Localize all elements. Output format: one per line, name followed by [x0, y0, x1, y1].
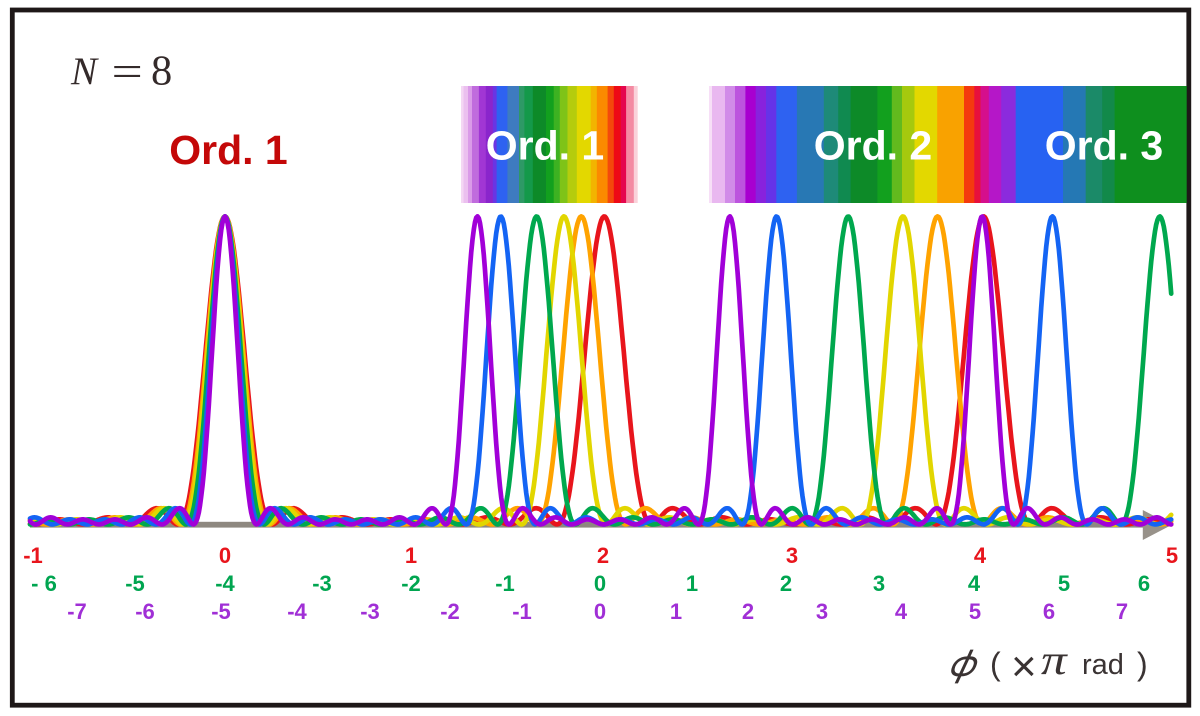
svg-text:(: ( — [990, 646, 1001, 682]
svg-text:5: 5 — [1166, 543, 1178, 568]
svg-text:-4: -4 — [287, 599, 307, 624]
svg-text:π: π — [1041, 637, 1068, 684]
svg-text:6: 6 — [1138, 571, 1150, 596]
svg-text:Ord. 2: Ord. 2 — [814, 123, 932, 169]
svg-text:0: 0 — [594, 599, 606, 624]
svg-text:1: 1 — [405, 543, 417, 568]
svg-text:0: 0 — [219, 543, 231, 568]
svg-text:2: 2 — [780, 571, 792, 596]
svg-text:- 6: - 6 — [31, 571, 57, 596]
svg-text:): ) — [1137, 646, 1148, 682]
svg-text:-4: -4 — [215, 571, 235, 596]
svg-text:𝜙: 𝜙 — [949, 644, 978, 685]
svg-text:1: 1 — [686, 571, 698, 596]
svg-text:N: N — [70, 50, 99, 93]
svg-text:-3: -3 — [312, 571, 332, 596]
svg-text:-1: -1 — [495, 571, 515, 596]
svg-text:-3: -3 — [360, 599, 380, 624]
svg-text:3: 3 — [816, 599, 828, 624]
svg-text:=: = — [112, 48, 143, 96]
svg-text:5: 5 — [969, 599, 981, 624]
svg-text:Ord. 3: Ord. 3 — [1045, 123, 1163, 169]
svg-text:-5: -5 — [211, 599, 231, 624]
svg-text:Ord. 1: Ord. 1 — [169, 127, 287, 173]
svg-text:2: 2 — [597, 543, 609, 568]
svg-text:-6: -6 — [135, 599, 155, 624]
svg-text:×: × — [1011, 642, 1037, 691]
svg-text:8: 8 — [151, 48, 172, 95]
svg-text:-7: -7 — [67, 599, 87, 624]
svg-text:4: 4 — [968, 571, 981, 596]
svg-text:0: 0 — [594, 571, 606, 596]
svg-text:3: 3 — [873, 571, 885, 596]
svg-text:4: 4 — [974, 543, 987, 568]
svg-text:2: 2 — [742, 599, 754, 624]
svg-text:-1: -1 — [23, 543, 43, 568]
svg-text:-1: -1 — [512, 599, 532, 624]
svg-text:5: 5 — [1058, 571, 1070, 596]
svg-text:3: 3 — [786, 543, 798, 568]
svg-text:-2: -2 — [440, 599, 460, 624]
svg-text:4: 4 — [895, 599, 908, 624]
svg-text:-5: -5 — [125, 571, 145, 596]
svg-text:7: 7 — [1116, 599, 1128, 624]
svg-text:1: 1 — [670, 599, 682, 624]
svg-text:-2: -2 — [401, 571, 421, 596]
svg-text:Ord. 1: Ord. 1 — [486, 123, 604, 169]
svg-text:rad: rad — [1082, 649, 1124, 681]
svg-text:6: 6 — [1043, 599, 1055, 624]
